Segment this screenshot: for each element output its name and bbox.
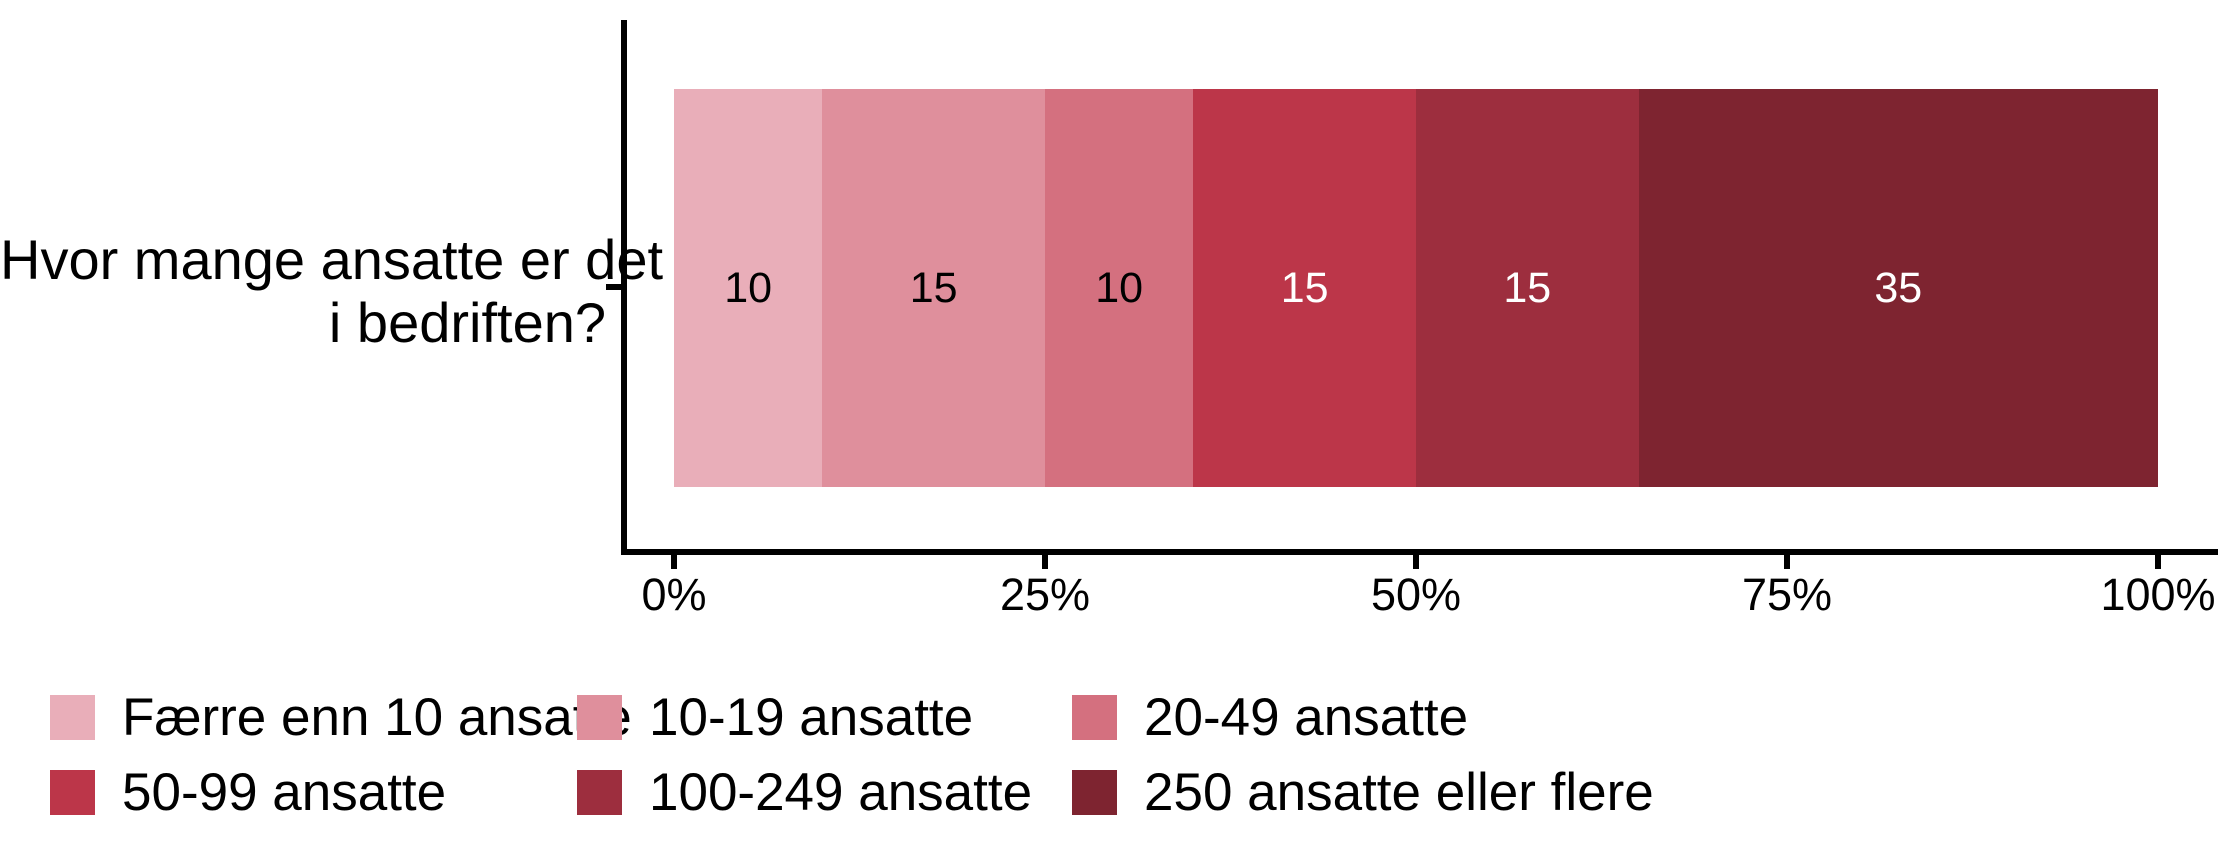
x-axis-tick-mark (671, 555, 677, 569)
bar-segment-value-label: 10 (1095, 263, 1144, 312)
bar-segment: 35 (1638, 89, 2158, 487)
x-axis-tick-mark (1413, 555, 1419, 569)
legend-swatch (577, 695, 622, 740)
legend-item: 250 ansatte eller flere (1072, 766, 1654, 819)
x-axis-tick-label: 25% (999, 569, 1091, 620)
bar-segment-value-label: 15 (909, 263, 958, 312)
y-axis-line (621, 20, 627, 554)
bar-segment-value-label: 15 (1503, 263, 1552, 312)
legend-label: 250 ansatte eller flere (1144, 763, 1654, 822)
legend-label: 20-49 ansatte (1144, 688, 1469, 747)
legend-item: 100-249 ansatte (577, 766, 1032, 819)
stacked-bar: 10 15 10 15 15 35 (674, 89, 2158, 487)
legend-swatch (577, 770, 622, 815)
x-axis-tick-mark (2155, 555, 2161, 569)
legend-item: Færre enn 10 ansatte (50, 691, 632, 744)
legend-label: 50-99 ansatte (122, 763, 447, 822)
bar-segment: 15 (1193, 89, 1416, 487)
bar-segment-value-label: 10 (724, 263, 773, 312)
legend-item: 10-19 ansatte (577, 691, 973, 744)
legend-item: 50-99 ansatte (50, 766, 446, 819)
legend-swatch (50, 770, 95, 815)
x-axis-tick-mark (1784, 555, 1790, 569)
y-axis-tick (606, 284, 621, 290)
legend-label: Færre enn 10 ansatte (122, 688, 632, 747)
y-axis-title-line1: Hvor mange ansatte er det (0, 228, 664, 291)
legend-label: 10-19 ansatte (649, 688, 974, 747)
y-axis-title: Hvor mange ansatte er det i bedriften? (0, 228, 663, 354)
x-axis-line (621, 549, 2218, 555)
x-axis-tick-mark (1042, 555, 1048, 569)
bar-segment: 15 (822, 89, 1045, 487)
bar-segment: 10 (674, 89, 823, 487)
bar-segment-value-label: 15 (1280, 263, 1329, 312)
x-axis-tick-label: 0% (641, 569, 707, 620)
legend-swatch (1072, 770, 1117, 815)
x-axis-tick-label: 50% (1370, 569, 1462, 620)
bar-segment: 10 (1044, 89, 1194, 487)
legend-swatch (1072, 695, 1117, 740)
bar-segment: 15 (1415, 89, 1639, 487)
x-axis-tick-label: 75% (1741, 569, 1833, 620)
bar-segment-value-label: 35 (1874, 263, 1923, 312)
legend-swatch (50, 695, 95, 740)
y-axis-title-line2: i bedriften? (328, 291, 606, 354)
legend-label: 100-249 ansatte (649, 763, 1033, 822)
legend-item: 20-49 ansatte (1072, 691, 1468, 744)
x-axis-tick-label: 100% (2100, 569, 2216, 620)
